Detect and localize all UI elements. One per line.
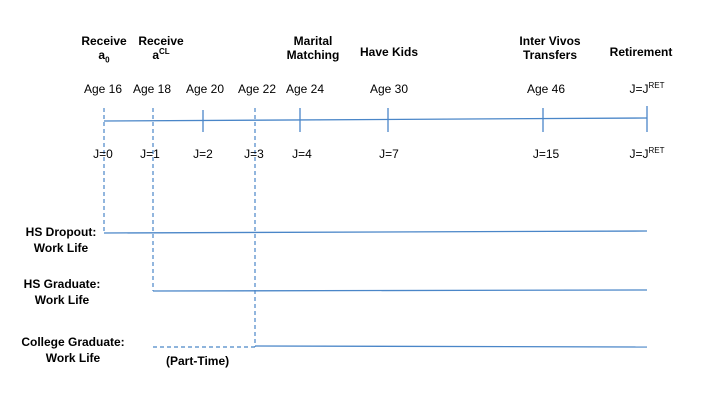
age-label: Age 46 xyxy=(526,82,566,96)
event-label: Receive xyxy=(138,34,184,48)
event-inter-vivos-transfers: Inter Vivos Transfers xyxy=(519,34,580,62)
event-label-line2: Transfers xyxy=(522,48,578,62)
event-label-line2: Matching xyxy=(286,48,340,62)
work-life-label: HS Dropout: xyxy=(25,225,97,239)
event-retirement: Retirement xyxy=(610,45,673,59)
part-time-label: (Part-Time) xyxy=(166,354,230,368)
j-label: J=2 xyxy=(193,147,213,161)
age-label-retirement: J=JRET xyxy=(629,81,665,97)
hs-graduate-work-line xyxy=(152,289,648,292)
event-have-kids: Have Kids xyxy=(360,45,418,59)
work-life-hs-dropout: HS Dropout: Work Life xyxy=(26,224,97,256)
event-receive-a0: Receive a0 xyxy=(81,34,127,65)
work-life-hs-graduate: HS Graduate: Work Life xyxy=(24,276,101,308)
age-label: Age 22 xyxy=(237,82,277,96)
j-label-retirement: J=JRET xyxy=(629,146,665,162)
event-label: Marital xyxy=(293,34,333,48)
college-graduate-work-line xyxy=(254,345,648,348)
work-life-label: Work Life xyxy=(33,241,89,255)
event-label: Have Kids xyxy=(359,45,419,59)
j-label: J=1 xyxy=(140,147,160,161)
age-label: Age 20 xyxy=(185,82,225,96)
event-label-line2: aCL xyxy=(152,47,170,63)
age-label: Age 24 xyxy=(285,82,325,96)
work-life-label: Work Life xyxy=(45,351,101,365)
event-label: Inter Vivos xyxy=(519,34,581,48)
j-label: J=3 xyxy=(244,147,264,161)
work-life-label: HS Graduate: xyxy=(23,277,101,291)
timeline-axis xyxy=(103,117,648,122)
work-life-label: College Graduate: xyxy=(21,335,125,349)
j-label: J=15 xyxy=(532,147,560,161)
work-life-label: Work Life xyxy=(34,293,90,307)
j-label: J=7 xyxy=(379,147,399,161)
work-life-college-graduate: College Graduate: Work Life xyxy=(21,334,124,366)
age-label: Age 16 xyxy=(83,82,123,96)
event-label: Receive xyxy=(81,34,127,48)
hs-dropout-work-line xyxy=(103,230,648,234)
event-label-line2: a0 xyxy=(98,48,110,65)
age-label: Age 18 xyxy=(132,82,172,96)
age-label: Age 30 xyxy=(369,82,409,96)
j-label: J=4 xyxy=(292,147,312,161)
event-label: Retirement xyxy=(609,45,673,59)
event-receive-acl: Receive aCL xyxy=(138,34,183,62)
j-label: J=0 xyxy=(93,147,113,161)
event-marital-matching: Marital Matching xyxy=(287,34,340,62)
